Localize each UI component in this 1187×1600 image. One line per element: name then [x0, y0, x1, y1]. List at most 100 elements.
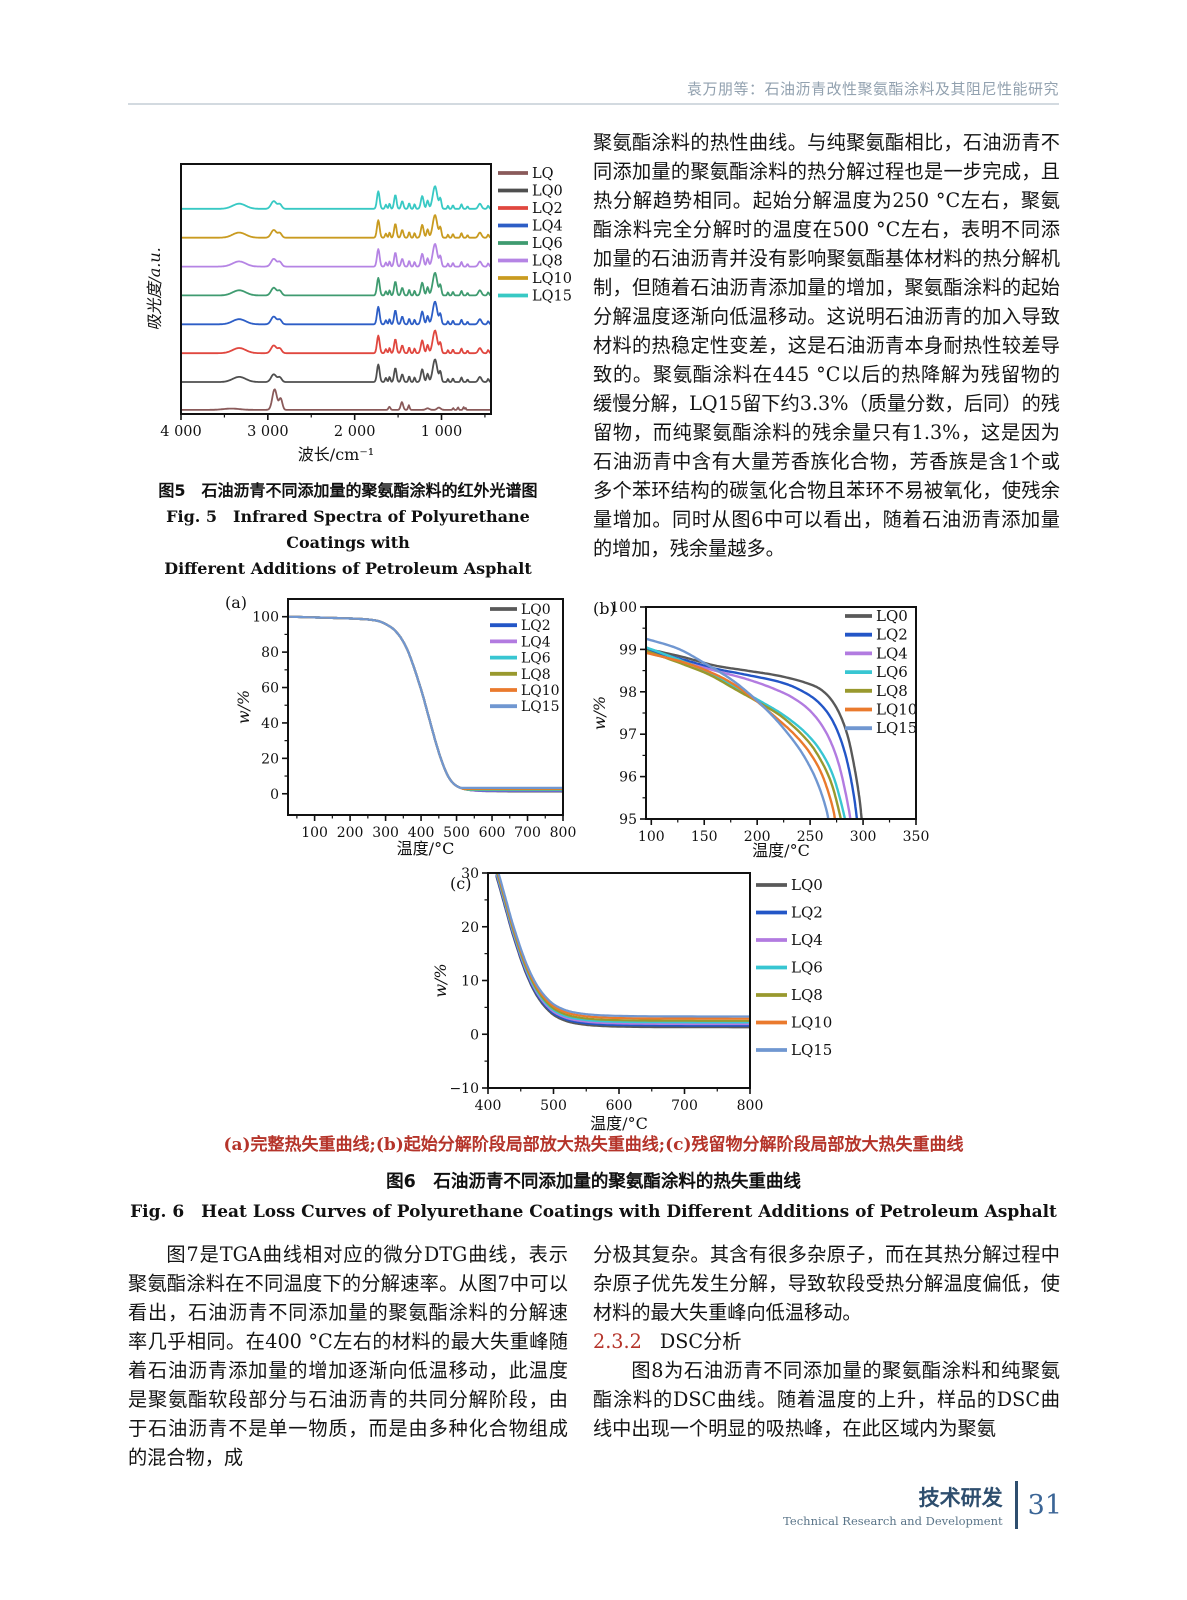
x-tick-label: 500 [443, 825, 470, 841]
legend-label-LQ15: LQ15 [521, 699, 560, 715]
legend-label-LQ2: LQ2 [521, 618, 551, 634]
series-line-LQ15 [181, 185, 491, 210]
legend-label-LQ15: LQ15 [791, 1041, 832, 1059]
figure5-ir-spectra-chart: 4 000 3 000 2 000 1 000 波长/cm⁻¹ 吸光度/a.u. LQ LQ0… [145, 163, 572, 464]
legend-label-LQ6: LQ6 [532, 236, 563, 252]
page-footer: 技术研发 Technical Research and Development … [783, 1481, 1062, 1529]
paragraph-dsc-intro: 图8为石油沥青不同添加量的聚氨酯涂料和纯聚氨酯涂料的DSC曲线。随着温度的上升，… [593, 1359, 1060, 1440]
legend-label-LQ8: LQ8 [521, 667, 551, 683]
series-line-LQ2 [495, 874, 750, 1027]
section-number: 2.3.2 [593, 1330, 642, 1353]
x-tick-label: 200 [744, 829, 771, 845]
x-tick-label: 200 [337, 825, 364, 841]
figure5-caption-cn: 图5 石油沥青不同添加量的聚氨酯涂料的红外光谱图 [158, 481, 538, 500]
legend-label-LQ10: LQ10 [791, 1014, 832, 1032]
x-axis-label: 温度/°C [590, 1114, 648, 1133]
legend-label-LQ15: LQ15 [876, 719, 917, 737]
series-line-LQ2 [646, 649, 859, 819]
series-line-LQ [181, 388, 491, 411]
y-tick-label: 100 [252, 610, 279, 626]
series-line-LQ4 [646, 651, 852, 819]
series-line-LQ10 [646, 651, 837, 819]
page-number: 31 [1027, 1489, 1062, 1521]
series-line-LQ8 [496, 873, 750, 1022]
section-title: DSC分析 [659, 1330, 742, 1353]
y-axis-label: w/% [234, 690, 253, 724]
legend-label-LQ4: LQ4 [791, 931, 823, 949]
x-tick-label: 400 [408, 825, 435, 841]
x-axis-label: 温度/°C [397, 839, 455, 858]
x-tick-label: 400 [475, 1098, 502, 1114]
legend-label-LQ2: LQ2 [791, 904, 823, 922]
x-tick-label: 600 [479, 825, 506, 841]
x-tick-label: 300 [372, 825, 399, 841]
legend-label-LQ15: LQ15 [532, 289, 572, 305]
paragraph-thermal-analysis: 聚氨酯涂料的热性曲线。与纯聚氨酯相比，石油沥青不同添加量的聚氨酯涂料的热分解过程… [593, 131, 1060, 560]
y-tick-label: 98 [619, 685, 637, 701]
y-tick-label: 0 [270, 787, 279, 803]
plot-area [646, 637, 863, 819]
legend-label-LQ10: LQ10 [532, 271, 572, 287]
y-tick-label: 10 [461, 974, 479, 990]
series-line-LQ8 [181, 243, 491, 268]
legend-label-LQ0: LQ0 [876, 607, 908, 625]
bottom-right-column: 分极其复杂。其含有很多杂原子，而在其热分解过程中杂原子优先发生分解，导致软段受热… [593, 1240, 1060, 1443]
x-tick-label: 1 000 [421, 424, 463, 440]
series-line-LQ0 [181, 358, 491, 383]
figure6-subpanel-note: (a)完整热失重曲线;(b)起始分解阶段局部放大热失重曲线;(c)残留物分解阶段… [223, 1135, 964, 1155]
series-line-LQ4 [495, 873, 750, 1026]
footer-section: 技术研发 Technical Research and Development [783, 1482, 1002, 1528]
x-tick-label: 800 [550, 825, 577, 841]
legend-label-LQ0: LQ0 [521, 602, 551, 618]
series-line-LQ0 [495, 875, 750, 1029]
y-axis-label: 吸光度/a.u. [145, 247, 164, 330]
x-tick-label: 350 [903, 829, 930, 845]
x-tick-label: 4 000 [160, 424, 202, 440]
x-tick-label: 600 [606, 1098, 633, 1114]
legend-label-LQ8: LQ8 [791, 986, 823, 1004]
y-tick-label: 20 [461, 920, 479, 936]
legend-label-LQ: LQ [532, 166, 554, 182]
legend-label-LQ6: LQ6 [876, 663, 908, 681]
legend-label-LQ6: LQ6 [791, 959, 823, 977]
series-line-LQ10 [496, 873, 750, 1020]
plot-area [495, 873, 750, 1029]
series-line-LQ0 [646, 647, 863, 819]
y-tick-label: 60 [261, 681, 279, 697]
x-tick-label: 3 000 [247, 424, 289, 440]
legend-label-LQ4: LQ4 [532, 219, 563, 235]
series-line-LQ8 [646, 649, 843, 819]
paragraph-dtg-discussion: 图7是TGA曲线相对应的微分DTG曲线，表示聚氨酯涂料在不同温度下的分解速率。从… [128, 1243, 568, 1469]
footer-section-cn: 技术研发 [918, 1486, 1003, 1510]
x-axis-label: 温度/°C [752, 841, 810, 860]
y-tick-label: 20 [261, 751, 279, 767]
y-tick-label: −10 [449, 1081, 479, 1097]
y-tick-label: 40 [261, 716, 279, 732]
y-axis-label: w/% [590, 696, 609, 730]
legend-label-LQ4: LQ4 [521, 634, 551, 650]
figure5-caption-en2: Different Additions of Petroleum Asphalt [164, 559, 532, 578]
panel-label: (a) [225, 593, 247, 612]
x-tick-label: 100 [638, 829, 665, 845]
legend-label-LQ8: LQ8 [532, 254, 563, 270]
x-axis-label: 波长/cm⁻¹ [298, 445, 374, 464]
series-line-LQ6 [495, 873, 750, 1024]
x-tick-label: 100 [301, 825, 328, 841]
x-tick-label: 700 [671, 1098, 698, 1114]
series-line-LQ10 [181, 214, 491, 239]
legend-label-LQ0: LQ0 [791, 876, 823, 894]
footer-section-en: Technical Research and Development [783, 1514, 1003, 1528]
x-tick-label: 2 000 [334, 424, 376, 440]
legend-label-LQ6: LQ6 [521, 651, 551, 667]
plot-border [487, 872, 751, 1089]
y-tick-label: 0 [470, 1027, 479, 1043]
series-line-LQ15 [288, 615, 563, 789]
figure6c-tga-residue-chart: 400 500 600 700 800 −10 0 10 20 30 温度/°C w/% (c) LQ0 L… [431, 866, 832, 1133]
legend-label-LQ10: LQ10 [521, 683, 560, 699]
y-tick-label: 97 [619, 727, 637, 743]
paragraph-hetero-atoms: 分极其复杂。其含有很多杂原子，而在其热分解过程中杂原子优先发生分解，导致软段受热… [593, 1243, 1060, 1324]
series-line-LQ15 [497, 873, 750, 1018]
figure6-caption-cn: 图6 石油沥青不同添加量的聚氨酯涂料的热失重曲线 [386, 1172, 801, 1192]
legend-label-LQ10: LQ10 [876, 701, 917, 719]
